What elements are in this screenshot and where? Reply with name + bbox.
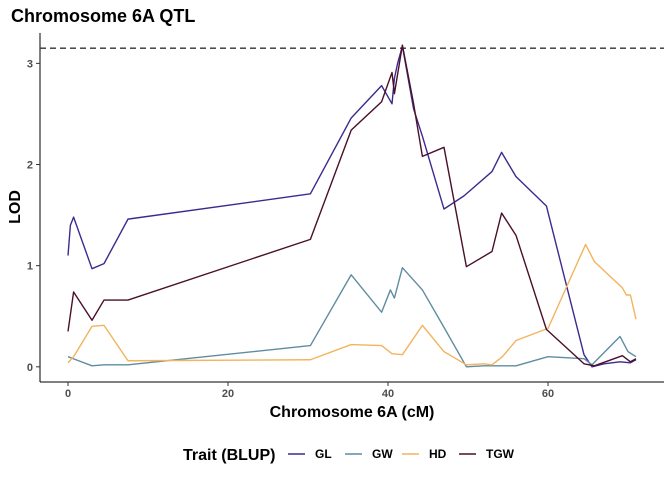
legend: Trait (BLUP) GL GW HD TGW [183, 447, 515, 464]
y-tick-label: 2 [27, 160, 33, 172]
series-line-tgw [67, 44, 637, 367]
chart-title: Chromosome 6A QTL [11, 6, 195, 26]
y-tick-label: 1 [27, 261, 33, 273]
y-tick-label: 3 [27, 58, 33, 70]
x-tick-label: 40 [382, 388, 394, 400]
legend-title: Trait (BLUP) [183, 447, 275, 464]
x-tick-label: 0 [65, 388, 71, 400]
legend-label-tgw: TGW [486, 447, 515, 461]
y-tick-label: 0 [27, 362, 33, 374]
series-line-hd [67, 243, 637, 366]
x-tick-label: 20 [222, 388, 234, 400]
y-axis-title: LOD [7, 190, 24, 224]
legend-label-gl: GL [315, 447, 332, 461]
legend-label-hd: HD [429, 447, 447, 461]
x-axis-title: Chromosome 6A (cM) [270, 404, 435, 421]
x-tick-label: 60 [542, 388, 554, 400]
series-line-gl [67, 45, 637, 368]
series-line-gw [67, 266, 637, 368]
legend-label-gw: GW [372, 447, 393, 461]
plot-area: 0 20 40 60 0 1 2 3 [27, 44, 664, 400]
